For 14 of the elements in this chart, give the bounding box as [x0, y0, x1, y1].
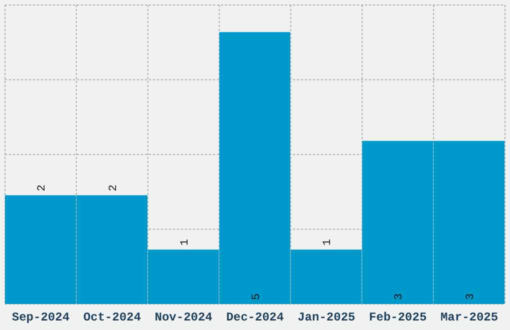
x-tick-label: Feb-2025: [369, 310, 427, 325]
data-label: 5: [250, 293, 263, 300]
data-label: 1: [179, 238, 192, 246]
data-label: 3: [394, 293, 406, 300]
x-tick-label: Mar-2025: [440, 310, 498, 325]
x-tick-label: Oct-2024: [83, 310, 141, 325]
x-tick-label: Jan-2025: [298, 310, 356, 325]
data-label: 2: [108, 184, 120, 192]
x-tick-label: Sep-2024: [12, 310, 70, 325]
data-label: 2: [36, 184, 48, 192]
x-tick-label: Dec-2024: [226, 310, 284, 325]
x-tick-label: Nov-2024: [154, 310, 212, 325]
data-label: 1: [322, 238, 334, 246]
data-label: 3: [465, 293, 478, 300]
